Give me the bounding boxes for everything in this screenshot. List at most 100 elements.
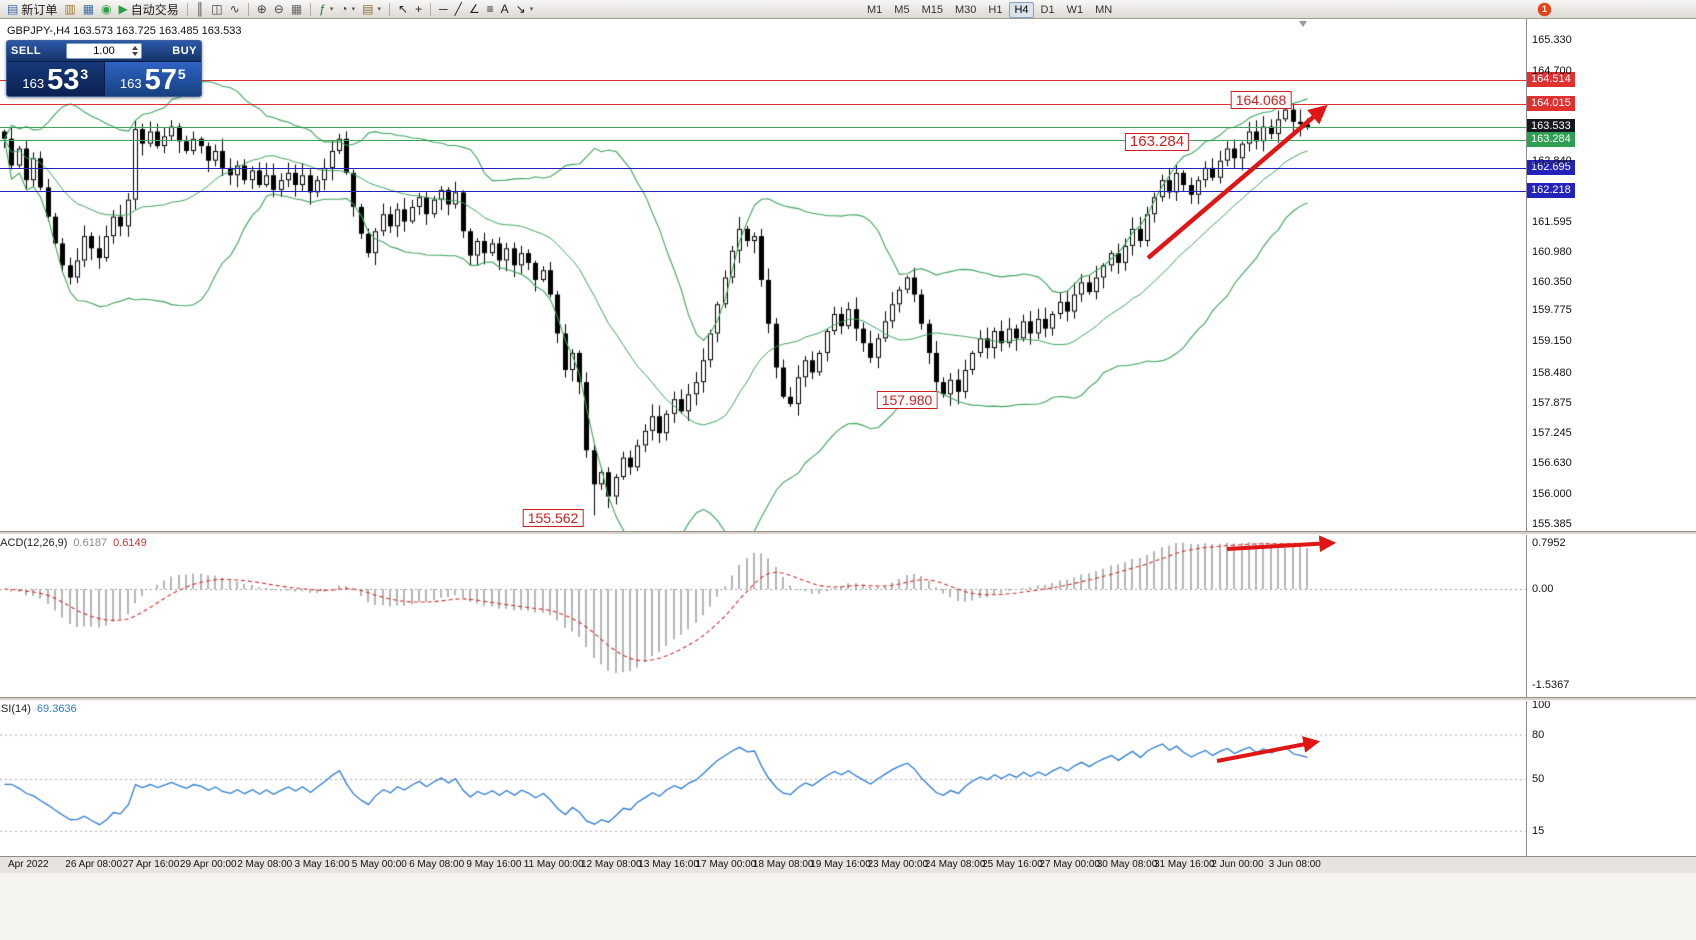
arrows-tool-button[interactable]: ↘ ▾ xyxy=(513,1,537,18)
panel-divider[interactable] xyxy=(0,697,1696,701)
notification-badge[interactable]: 1 xyxy=(1538,3,1551,16)
profiles-button[interactable]: ▥ xyxy=(61,1,78,18)
price-axis-label: 164.700 xyxy=(1532,65,1572,77)
horizontal-line-164.015[interactable] xyxy=(0,104,1526,105)
arrows-tool-icon: ↘ xyxy=(515,2,526,16)
new-order-button[interactable]: ▤ 新订单 xyxy=(4,1,60,18)
autotrading-button[interactable]: ▶ 自动交易 xyxy=(116,1,182,18)
panel-divider[interactable] xyxy=(0,531,1696,535)
time-axis-label: 19 May 16:00 xyxy=(810,859,871,870)
candlestick-chart-button[interactable]: ◫ xyxy=(208,1,225,18)
horizontal-line-163.284[interactable] xyxy=(0,140,1526,141)
macd-name: MACD(12,26,9) xyxy=(0,537,68,549)
price-axis-label: 157.245 xyxy=(1532,427,1572,439)
timeframe-button-mn[interactable]: MN xyxy=(1095,3,1113,16)
price-tag-164.514: 164.514 xyxy=(1527,72,1575,87)
zoom-out-icon: ⊖ xyxy=(273,2,284,16)
horizontal-line-162.218[interactable] xyxy=(0,191,1526,192)
price-axis-label: 161.595 xyxy=(1532,216,1572,228)
dropdown-caret-icon: ▾ xyxy=(351,6,356,13)
line-chart-icon: ∿ xyxy=(229,2,240,16)
cursor-button[interactable]: ↖ xyxy=(395,1,411,18)
angle-trend-tool-button[interactable]: ∠ xyxy=(466,1,483,18)
trendline-tool-button[interactable]: ╱ xyxy=(452,1,465,18)
main-chart-canvas[interactable] xyxy=(0,18,1526,531)
crosshair-icon: + xyxy=(415,2,423,16)
bid-big-digits: 53 xyxy=(47,64,80,96)
price-annotation[interactable]: 155.562 xyxy=(522,509,584,527)
bar-chart-button[interactable]: ║ xyxy=(193,1,208,18)
zoom-out-button[interactable]: ⊖ xyxy=(271,1,287,18)
toolbar: ▤ 新订单 ▥ ▦ ◉ ▶ 自动交易 ║ ◫ ∿ ⊕ ⊖ ▦ ƒ ▾ ◔ ▾ ▤ ▾ ↖ + ─ ╱ ∠ ≡ A ↘ ▾ M1 M5 M1… xyxy=(0,0,1696,19)
rsi-panel-canvas[interactable] xyxy=(0,701,1526,856)
time-axis[interactable]: Apr 2022 26 Apr 08:00 27 Apr 16:00 29 Apr 0… xyxy=(0,856,1696,873)
navigator-button[interactable]: ◉ xyxy=(98,1,114,18)
macd-panel-canvas[interactable] xyxy=(0,535,1526,697)
timeframe-button-m15[interactable]: M15 xyxy=(921,3,943,16)
timeframe-button-w1[interactable]: W1 xyxy=(1066,3,1084,16)
price-axis-label: 156.630 xyxy=(1532,457,1572,469)
time-axis-label: 23 May 00:00 xyxy=(867,859,929,870)
toolbar-left-group: ▤ 新订单 ▥ ▦ ◉ ▶ 自动交易 ║ ◫ ∿ ⊕ ⊖ ▦ ƒ ▾ ◔ ▾ ▤ ▾ ↖ + ─ ╱ ∠ ≡ A ↘ ▾ xyxy=(4,1,536,18)
crosshair-button[interactable]: + xyxy=(412,1,425,18)
price-axis-label: 157.875 xyxy=(1532,397,1572,409)
macd-indicator-label: MACD(12,26,9) 0.6187 0.6149 xyxy=(0,537,147,549)
timeframe-button-d1[interactable]: D1 xyxy=(1040,3,1055,16)
indicators-button[interactable]: ƒ ▾ xyxy=(316,1,336,18)
horizontal-line-164.514[interactable] xyxy=(0,80,1526,81)
horizontal-line-163.533[interactable] xyxy=(0,127,1526,128)
new-order-button-label: 新订单 xyxy=(21,2,58,17)
dropdown-caret-icon: ▾ xyxy=(329,6,334,13)
chart-shift-marker[interactable] xyxy=(1299,21,1307,27)
volume-input[interactable]: 1.00 xyxy=(66,43,142,59)
dropdown-caret-icon: ▾ xyxy=(377,6,381,13)
ask-pip-digit: 5 xyxy=(177,66,186,82)
time-axis-label: 3 Jun 08:00 xyxy=(1268,859,1321,870)
time-axis-label: 12 May 08:00 xyxy=(581,859,642,870)
profiles-icon: ▥ xyxy=(64,2,76,16)
zoom-in-icon: ⊕ xyxy=(256,2,267,16)
cursor-icon: ↖ xyxy=(398,2,409,16)
price-axis-label: 158.480 xyxy=(1532,367,1572,379)
price-axis-label: 160.980 xyxy=(1532,246,1572,258)
oct-top-row: SELL 1.00 BUY xyxy=(7,41,201,62)
horizontal-line-162.695[interactable] xyxy=(0,168,1526,169)
time-axis-label: 6 May 08:00 xyxy=(409,859,465,870)
price-annotation[interactable]: 157.980 xyxy=(876,391,938,409)
timeframe-button-h4[interactable]: H4 xyxy=(1009,1,1034,18)
timeframe-button-h1[interactable]: H1 xyxy=(988,3,1003,16)
text-tool-button[interactable]: A xyxy=(498,1,512,18)
sell-button[interactable]: SELL xyxy=(11,45,42,57)
volume-down-button[interactable] xyxy=(131,52,138,56)
templates-button[interactable]: ▤ ▾ xyxy=(359,1,384,18)
market-watch-button[interactable]: ▦ xyxy=(80,1,97,18)
indicator-axis-label: 15 xyxy=(1532,824,1545,837)
time-axis-label: 17 May 00:00 xyxy=(695,859,757,870)
bid-prefix: 163 xyxy=(22,76,45,91)
price-tag-163.284: 163.284 xyxy=(1527,132,1575,147)
price-annotation[interactable]: 163.284 xyxy=(1124,133,1190,151)
periods-button[interactable]: ◔ ▾ xyxy=(337,1,358,18)
timeframe-button-m1[interactable]: M1 xyxy=(867,3,883,16)
fibonacci-tool-button[interactable]: ≡ xyxy=(484,1,497,18)
horizontal-line-tool-button[interactable]: ─ xyxy=(436,1,451,18)
time-axis-label: 25 May 16:00 xyxy=(982,859,1043,870)
timeframe-button-m5[interactable]: M5 xyxy=(894,3,910,16)
price-axis[interactable]: 164.514 164.015 163.533 163.284 162.695 162.2… xyxy=(1526,18,1696,873)
bar-chart-icon: ║ xyxy=(195,2,205,16)
line-chart-button[interactable]: ∿ xyxy=(227,1,243,18)
rsi-value: 69.3636 xyxy=(36,703,77,715)
bid-price-button[interactable]: 163 53 3 xyxy=(7,62,104,96)
ask-price-button[interactable]: 163 57 5 xyxy=(103,62,201,96)
ask-prefix: 163 xyxy=(119,76,142,91)
volume-up-button[interactable] xyxy=(131,46,138,50)
tile-windows-button[interactable]: ▦ xyxy=(288,1,305,18)
zoom-in-button[interactable]: ⊕ xyxy=(254,1,270,18)
navigator-icon: ◉ xyxy=(101,2,112,16)
price-annotation[interactable]: 164.068 xyxy=(1230,91,1292,109)
buy-button[interactable]: BUY xyxy=(172,45,197,57)
timeframe-button-m30[interactable]: M30 xyxy=(954,3,977,16)
volume-value: 1.00 xyxy=(93,45,115,57)
tile-windows-icon: ▦ xyxy=(290,2,303,16)
